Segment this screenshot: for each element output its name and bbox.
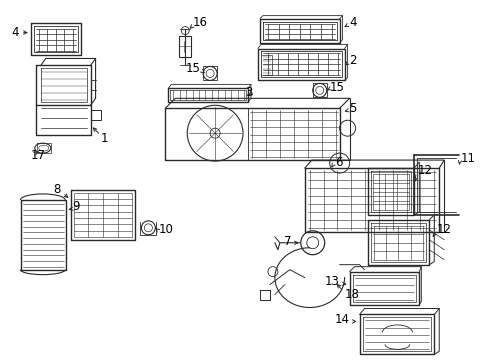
Text: 6: 6	[334, 156, 342, 168]
Text: 3: 3	[245, 86, 252, 99]
Text: 11: 11	[460, 152, 475, 165]
Text: 15: 15	[185, 62, 200, 75]
Text: 18: 18	[344, 288, 359, 301]
Text: 12: 12	[416, 163, 431, 176]
Bar	[203, 67, 217, 80]
Text: 15: 15	[329, 81, 344, 94]
Text: 2: 2	[349, 54, 356, 67]
Text: 10: 10	[158, 223, 173, 236]
Text: 5: 5	[349, 102, 356, 115]
Bar	[312, 84, 326, 97]
Text: 16: 16	[192, 16, 207, 29]
Text: 12: 12	[435, 223, 450, 236]
Text: 14: 14	[334, 313, 349, 326]
Text: 1: 1	[101, 132, 108, 145]
Text: 8: 8	[53, 184, 61, 197]
Text: 7: 7	[284, 235, 291, 248]
Text: 9: 9	[73, 201, 80, 213]
Text: 17: 17	[31, 149, 46, 162]
Text: 13: 13	[324, 275, 339, 288]
Text: 4: 4	[11, 26, 19, 39]
Bar	[179, 36, 191, 58]
Text: 4: 4	[349, 16, 356, 29]
